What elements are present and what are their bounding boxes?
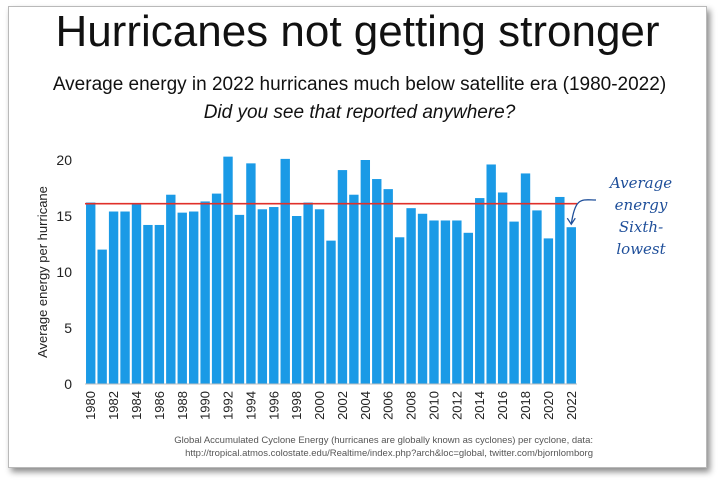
page-subtitle: Average energy in 2022 hurricanes much b…	[52, 74, 667, 95]
bar-2019	[532, 210, 542, 384]
x-tick-label: 2020	[541, 391, 556, 420]
x-tick-labels: 1980 1982 1984 1986 1988 1990 1992 1994 1996 1998…	[83, 391, 579, 420]
bar-2020	[543, 238, 554, 384]
bar-1992	[223, 156, 233, 384]
bar-1980	[86, 202, 96, 384]
x-tick-label: 2022	[564, 391, 579, 420]
bar-2006	[383, 189, 393, 384]
bar-2001	[326, 240, 336, 384]
bar-2008	[406, 208, 416, 384]
annotation-text: Average energy Sixth- lowest	[596, 172, 686, 260]
bar-1995	[257, 209, 268, 384]
bar-2017	[509, 221, 519, 384]
y-tick-label: 20	[56, 152, 72, 168]
x-tick-label: 2000	[312, 391, 327, 420]
x-tick-label: 2014	[472, 391, 487, 420]
bar-1994	[246, 163, 256, 384]
annotation-arrow-head	[566, 217, 576, 226]
bar-1991	[211, 193, 222, 384]
source-note: Global Accumulated Cyclone Energy (hurri…	[174, 434, 593, 460]
bar-1989	[189, 211, 199, 384]
x-tick-label: 2018	[518, 391, 533, 420]
bar-2016	[497, 192, 508, 384]
bar-1993	[234, 214, 245, 384]
bar-1997	[280, 158, 290, 384]
bar-2003	[349, 194, 359, 384]
bar-2007	[394, 237, 405, 384]
bar-1982	[108, 211, 119, 384]
x-tick-label: 2012	[449, 391, 464, 420]
source-line-2: http://tropical.atmos.colostate.edu/Real…	[185, 448, 593, 459]
bar-2011	[440, 220, 451, 384]
bar-1996	[269, 207, 279, 384]
x-tick-label: 2004	[358, 391, 373, 420]
bars-group	[86, 156, 576, 384]
x-tick-label: 2008	[404, 391, 419, 420]
x-tick-label: 1980	[83, 391, 98, 420]
y-tick-label: 10	[56, 264, 72, 280]
bar-2004	[360, 160, 371, 384]
annotation-line: Average	[609, 174, 673, 192]
x-tick-label: 1992	[221, 391, 236, 420]
bar-1999	[303, 202, 313, 384]
bar-1986	[154, 224, 165, 384]
bar-2014	[475, 198, 485, 384]
bar-2000	[314, 209, 325, 384]
x-tick-label: 1982	[106, 391, 121, 420]
annotation-line: lowest	[616, 240, 666, 258]
x-tick-label: 1996	[266, 391, 281, 420]
y-axis-label: Average energy per hurricane	[35, 186, 50, 358]
bar-2021	[555, 196, 565, 384]
x-tick-label: 1998	[289, 391, 304, 420]
x-tick-label: 2006	[381, 391, 396, 420]
x-tick-label: 2002	[335, 391, 350, 420]
bar-2009	[417, 213, 428, 384]
x-tick-label: 1990	[198, 391, 213, 420]
y-tick-labels: 0 5 10 15 20	[56, 152, 72, 392]
x-tick-label: 2010	[426, 391, 441, 420]
bar-1990	[200, 201, 210, 384]
bar-2010	[429, 220, 439, 384]
annotation-arrow	[570, 199, 597, 225]
x-tick-label: 1984	[129, 391, 144, 420]
bar-2012	[452, 220, 462, 384]
x-tick-label: 1994	[243, 391, 258, 420]
bar-1987	[166, 194, 176, 384]
annotation-line: energy	[614, 196, 668, 214]
bar-1983	[120, 211, 130, 384]
bar-1985	[143, 224, 153, 384]
y-tick-label: 5	[64, 320, 72, 336]
bar-1984	[131, 203, 142, 384]
y-tick-label: 0	[64, 376, 72, 392]
page-title: Hurricanes not getting stronger	[55, 7, 660, 56]
bar-2015	[486, 164, 496, 384]
x-tick-label: 2016	[495, 391, 510, 420]
bar-1988	[177, 212, 187, 384]
bar-1998	[291, 216, 302, 384]
annotation-line: Sixth-	[618, 218, 664, 236]
bar-2018	[520, 173, 531, 384]
page-question: Did you see that reported anywhere?	[203, 102, 516, 123]
x-tick-label: 1986	[152, 391, 167, 420]
bar-2002	[337, 170, 348, 384]
bar-1981	[97, 249, 107, 384]
y-tick-label: 15	[56, 208, 72, 224]
bar-2022	[566, 227, 576, 384]
bar-2005	[372, 179, 382, 384]
bar-2013	[463, 232, 473, 384]
x-tick-label: 1988	[175, 391, 190, 420]
source-line-1: Global Accumulated Cyclone Energy (hurri…	[174, 435, 593, 446]
